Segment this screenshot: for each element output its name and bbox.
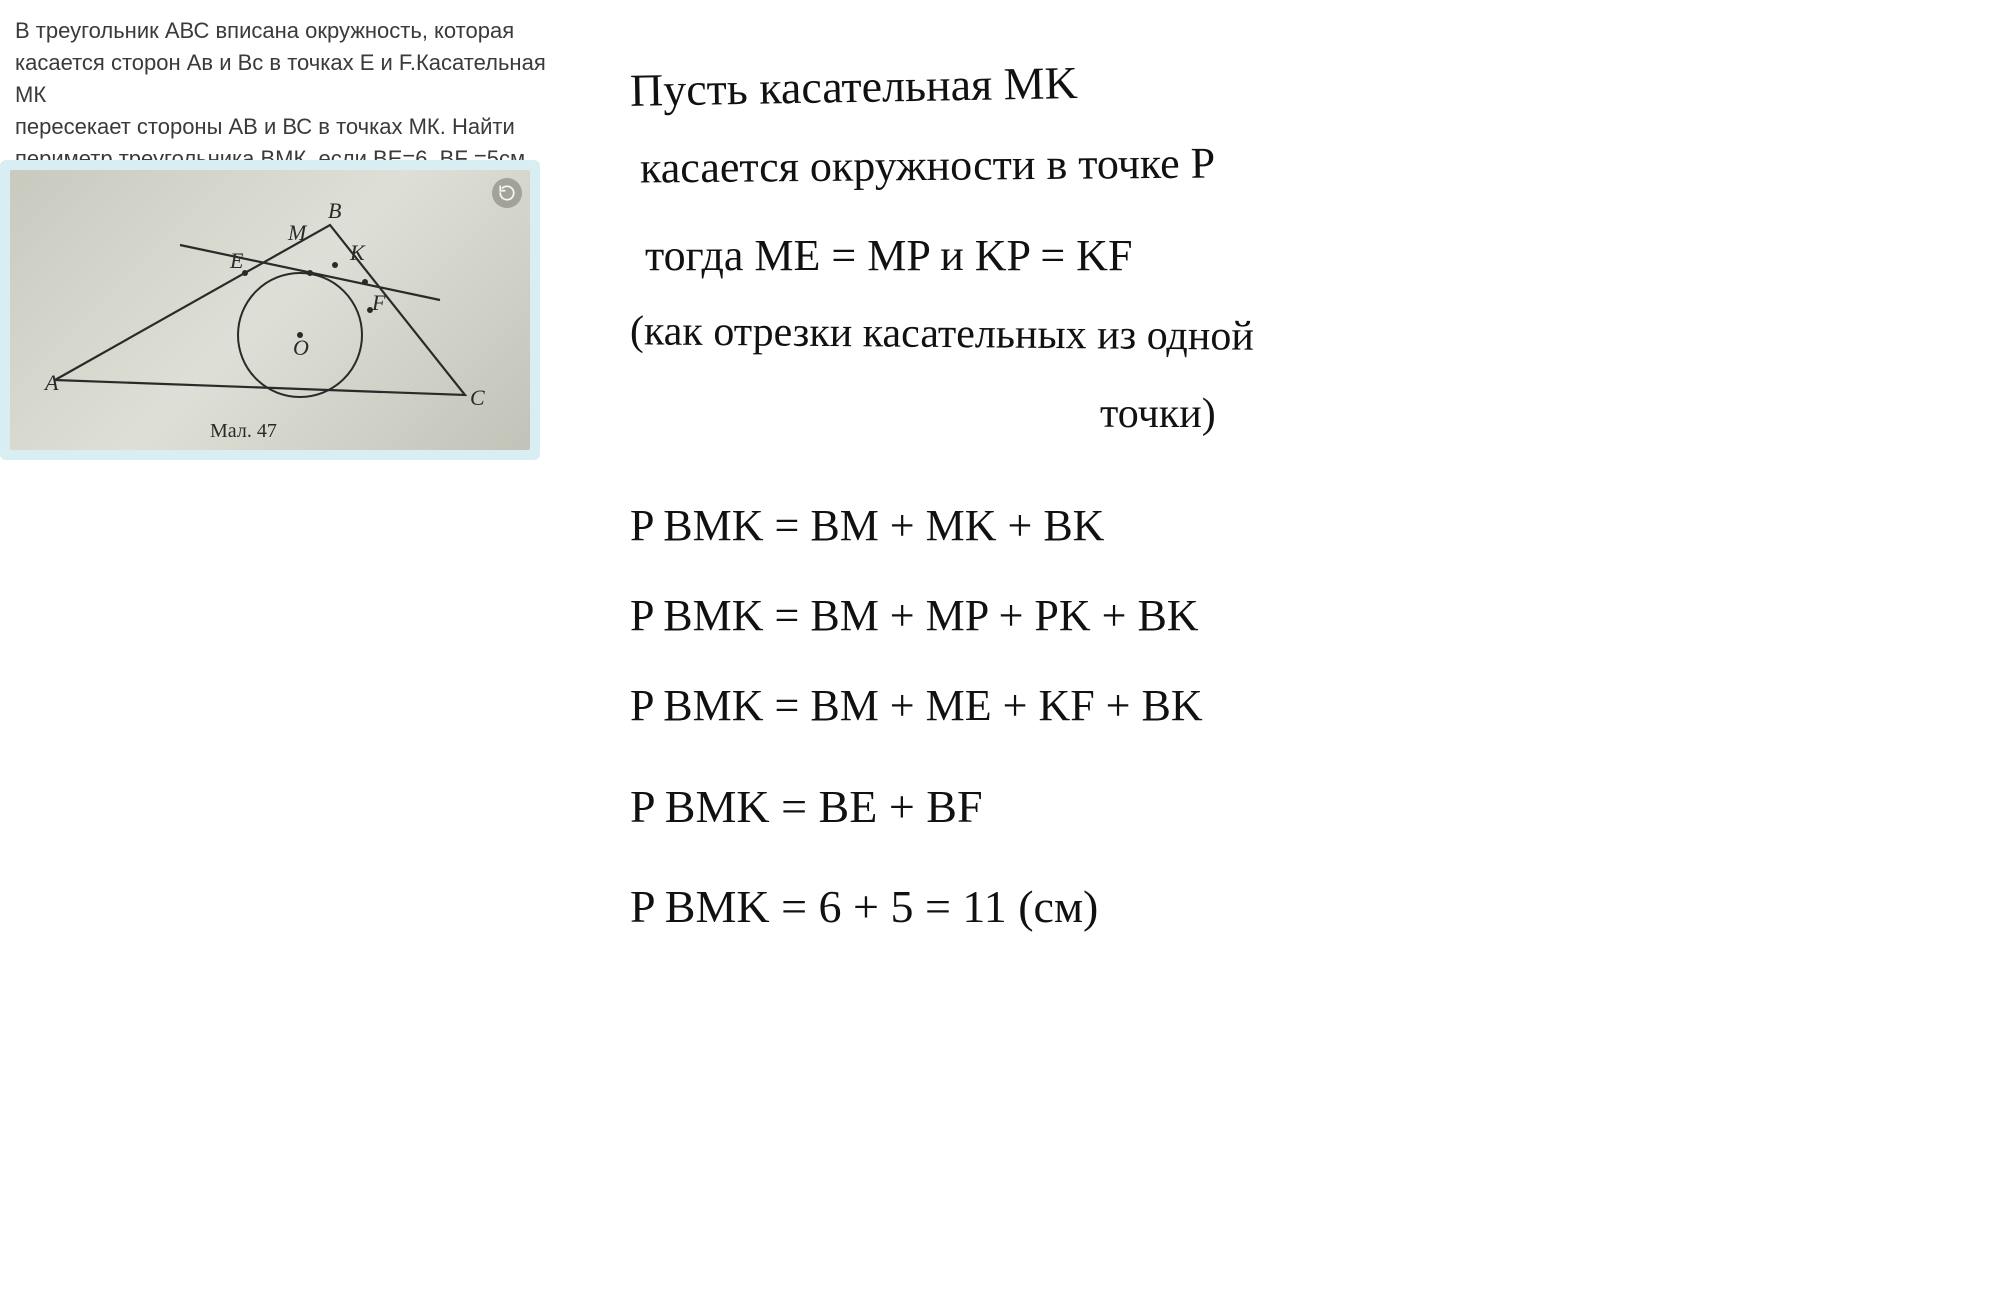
problem-line: пересекает стороны АВ и ВС в точках МК. … xyxy=(15,111,575,143)
hw-line: (как отрезки касательных из одной xyxy=(630,307,1254,360)
label-K: K xyxy=(350,240,365,266)
hw-line: Пусть касательная MK xyxy=(630,56,1079,117)
hw-line: тогда ME = MP и KP = KF xyxy=(645,230,1132,281)
hw-line: P BMK = BE + BF xyxy=(630,780,983,833)
label-A: A xyxy=(45,370,58,396)
hw-line: P BMK = BM + MP + PK + BK xyxy=(630,590,1199,641)
figure-caption: Мал. 47 xyxy=(210,420,277,443)
hw-line: P BMK = 6 + 5 = 11 (см) xyxy=(630,880,1098,933)
label-E: E xyxy=(230,248,243,274)
hw-line: P BMK = BM + ME + KF + BK xyxy=(630,680,1203,731)
label-B: B xyxy=(328,198,341,224)
figure-image: A B C E F M K O Мал. 47 xyxy=(10,170,530,450)
hw-line: P BMK = BM + MK + BK xyxy=(630,500,1104,551)
problem-line: В треугольник АВС вписана окружность, ко… xyxy=(15,15,575,47)
label-C: C xyxy=(470,385,485,411)
label-O: O xyxy=(293,335,309,361)
figure-card: A B C E F M K O Мал. 47 xyxy=(0,160,540,460)
label-F: F xyxy=(372,290,385,316)
geometry-svg xyxy=(10,170,530,450)
handwritten-solution: Пусть касательная MK касается окружности… xyxy=(620,60,1970,1260)
label-M: M xyxy=(288,220,306,246)
hw-line: точки) xyxy=(1100,390,1216,438)
problem-line: касается сторон Ав и Вс в точках Е и F.К… xyxy=(15,47,575,111)
hw-line: касается окружности в точке P xyxy=(640,137,1216,193)
problem-statement: В треугольник АВС вписана окружность, ко… xyxy=(15,15,575,174)
